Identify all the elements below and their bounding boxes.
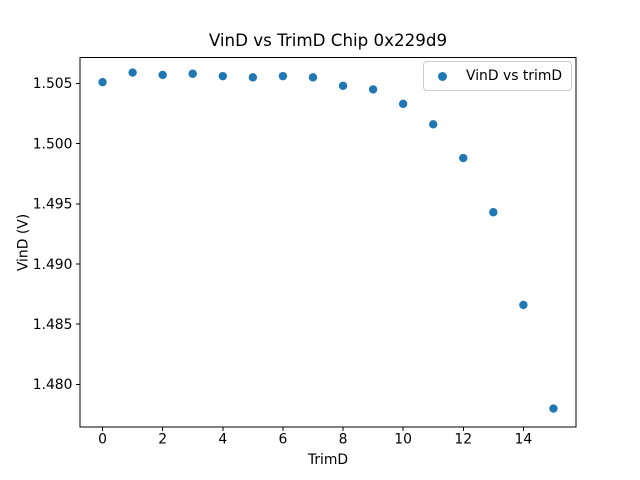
x-tick-label: 4	[218, 432, 227, 448]
x-tick-label: 6	[278, 432, 287, 448]
y-tick-label: 1.480	[33, 377, 73, 393]
x-tick-label: 8	[339, 432, 348, 448]
data-point	[278, 71, 288, 81]
x-tick-label: 14	[515, 432, 533, 448]
x-tick-label: 10	[394, 432, 412, 448]
legend: VinD vs trimD	[423, 61, 572, 91]
y-tick-label: 1.485	[33, 317, 73, 333]
data-point	[308, 73, 318, 82]
data-point	[248, 73, 258, 82]
data-point	[398, 99, 408, 109]
legend-label: VinD vs trimD	[466, 68, 563, 84]
y-tick-label: 1.505	[33, 76, 73, 92]
data-point	[188, 69, 197, 78]
y-tick-label: 1.500	[33, 136, 73, 152]
data-point	[489, 208, 498, 217]
legend-marker-icon	[438, 71, 447, 81]
y-tick-label: 1.495	[33, 197, 73, 213]
data-point	[218, 71, 227, 81]
data-point	[98, 77, 107, 87]
y-axis-label: VinD (V)	[15, 213, 32, 272]
axes-frame	[79, 57, 577, 428]
data-point	[128, 68, 137, 77]
data-point	[549, 404, 558, 413]
data-point	[519, 300, 528, 310]
data-point	[459, 153, 468, 163]
x-tick-label: 0	[98, 432, 107, 448]
data-point	[368, 85, 378, 94]
data-point	[338, 81, 348, 90]
x-tick-label: 2	[158, 432, 167, 448]
chart-title: VinD vs TrimD Chip 0x229d9	[208, 30, 448, 50]
x-tick-label: 12	[454, 432, 472, 448]
data-point	[158, 70, 167, 80]
data-point	[429, 120, 438, 129]
x-axis-label: TrimD	[307, 452, 349, 468]
y-tick-label: 1.490	[33, 257, 73, 273]
